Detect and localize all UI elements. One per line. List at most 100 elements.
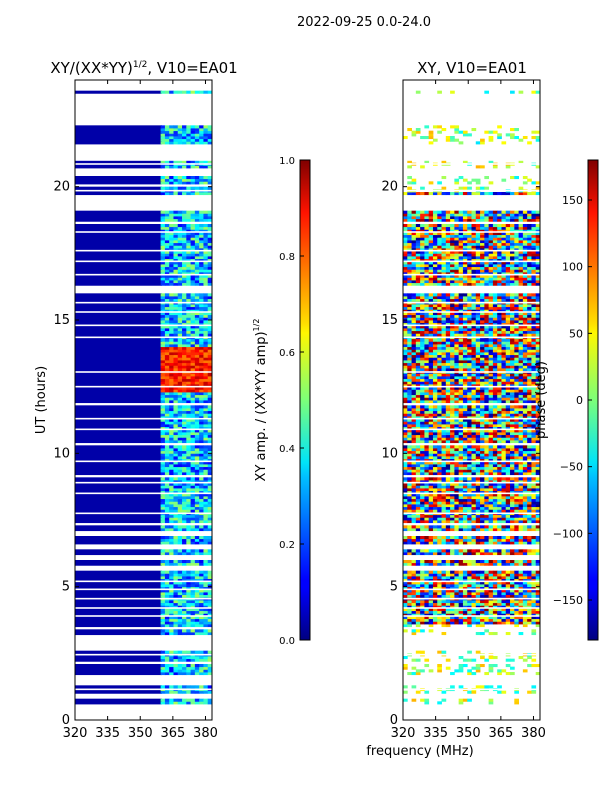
heatmap-cell	[462, 618, 468, 622]
heatmap-cell	[182, 424, 187, 428]
heatmap-cell	[450, 517, 455, 521]
heatmap-cell	[535, 400, 540, 404]
heatmap-cell	[505, 466, 511, 470]
heatmap-cell	[407, 386, 412, 390]
heatmap-cell	[169, 181, 174, 185]
heatmap-cell	[518, 488, 524, 492]
heatmap-cell	[450, 421, 455, 425]
heatmap-cell	[207, 610, 212, 614]
heatmap-cell	[441, 461, 447, 465]
heatmap-cell	[164, 589, 170, 593]
heatmap-cell	[411, 440, 417, 444]
heatmap-cell	[160, 136, 166, 140]
heatmap-cell	[497, 488, 502, 492]
heatmap-cell	[411, 517, 417, 521]
heatmap-cell	[445, 485, 451, 489]
heatmap-cell	[164, 245, 170, 249]
heatmap-cell	[203, 360, 209, 364]
heatmap-cell	[501, 520, 507, 524]
heatmap-cell	[510, 602, 515, 606]
heatmap-cell	[432, 482, 438, 486]
heatmap-cell	[497, 384, 502, 388]
heatmap-cell	[177, 352, 183, 356]
heatmap-cell	[514, 400, 519, 404]
heatmap-cell	[527, 418, 532, 422]
heatmap-cell	[190, 456, 196, 460]
heatmap-cell	[445, 458, 451, 462]
heatmap-cell	[75, 178, 162, 182]
heatmap-cell	[194, 253, 200, 257]
heatmap-cell	[203, 592, 209, 596]
heatmap-cell	[518, 517, 524, 521]
heatmap-cell	[199, 458, 204, 462]
heatmap-cell	[437, 426, 442, 430]
heatmap-cell	[186, 517, 191, 521]
heatmap-cell	[169, 498, 174, 502]
heatmap-cell	[428, 458, 434, 462]
heatmap-cell	[454, 613, 460, 617]
heatmap-cell	[182, 506, 187, 510]
heatmap-cell	[190, 250, 196, 254]
heatmap-cell	[415, 541, 421, 545]
heatmap-cell	[160, 394, 166, 398]
heatmap-cell	[207, 133, 212, 137]
heatmap-cell	[492, 397, 498, 401]
heatmap-cell	[164, 309, 170, 313]
heatmap-cell	[182, 613, 187, 617]
heatmap-cell	[505, 578, 511, 582]
heatmap-cell	[173, 581, 179, 585]
heatmap-cell	[203, 621, 209, 625]
heatmap-cell	[445, 426, 451, 430]
heatmap-cell	[199, 434, 204, 438]
heatmap-cell	[182, 672, 187, 676]
heatmap-cell	[169, 306, 174, 310]
heatmap-cell	[445, 461, 451, 465]
heatmap-cell	[173, 701, 179, 705]
heatmap-cell	[207, 253, 212, 257]
heatmap-cell	[480, 618, 485, 622]
heatmap-cell	[177, 245, 183, 249]
heatmap-cell	[441, 589, 447, 593]
heatmap-cell	[190, 632, 196, 636]
heatmap-cell	[160, 450, 166, 454]
heatmap-cell	[522, 509, 528, 513]
heatmap-cell	[411, 525, 417, 529]
heatmap-cell	[492, 581, 498, 585]
heatmap-cell	[203, 514, 209, 518]
heatmap-cell	[164, 338, 170, 342]
heatmap-cell	[518, 608, 524, 612]
heatmap-cell	[194, 261, 200, 265]
heatmap-cell	[475, 453, 481, 457]
colorbar-tick-label: 0.8	[279, 252, 295, 263]
heatmap-cell	[535, 509, 540, 513]
heatmap-cell	[164, 613, 170, 617]
heatmap-cell	[75, 528, 162, 532]
heatmap-cell	[173, 488, 179, 492]
heatmap-cell	[160, 456, 166, 460]
heatmap-cell	[186, 181, 191, 185]
heatmap-cell	[514, 424, 519, 428]
heatmap-cell	[518, 538, 524, 542]
heatmap-cell	[203, 90, 209, 94]
heatmap-cell	[190, 448, 196, 452]
heatmap-cell	[186, 186, 191, 190]
heatmap-cell	[484, 405, 490, 409]
heatmap-cell	[194, 160, 200, 164]
heatmap-cell	[467, 386, 472, 390]
heatmap-cell	[411, 493, 417, 497]
heatmap-cell	[510, 400, 515, 404]
heatmap-cell	[514, 416, 519, 420]
heatmap-cell	[203, 589, 209, 593]
heatmap-cell	[169, 394, 174, 398]
heatmap-cell	[203, 306, 209, 310]
heatmap-cell	[177, 312, 183, 316]
heatmap-cell	[510, 448, 515, 452]
heatmap-cell	[207, 381, 212, 385]
heatmap-cell	[411, 432, 417, 436]
heatmap-cell	[510, 469, 515, 473]
heatmap-cell	[415, 450, 421, 454]
heatmap-cell	[475, 520, 481, 524]
heatmap-cell	[403, 496, 408, 500]
heatmap-cell	[527, 656, 532, 660]
heatmap-cell	[484, 610, 490, 614]
